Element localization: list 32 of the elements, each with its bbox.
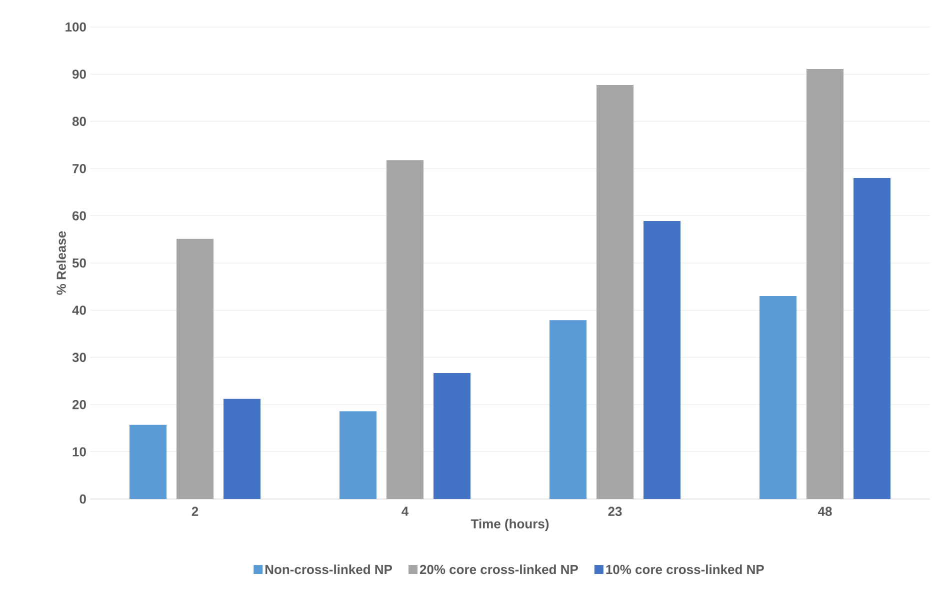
x-tick-label: 48 [818, 506, 832, 516]
y-axis-title: % Release [56, 231, 66, 295]
legend-label: 20% core cross-linked NP [420, 564, 578, 574]
y-tick-label: 30 [72, 352, 86, 362]
bar [130, 424, 166, 499]
bar [434, 372, 471, 499]
legend-label: 10% core cross-linked NP [606, 564, 764, 574]
y-tick-label: 70 [72, 164, 86, 174]
bar [340, 411, 377, 499]
y-tick-label: 40 [72, 306, 86, 315]
y-tick-label: 100 [66, 22, 86, 32]
bar [386, 160, 424, 499]
bar [760, 296, 797, 499]
y-tick-label: 80 [72, 116, 86, 126]
y-tick-label: 50 [72, 258, 86, 268]
x-tick-label: 4 [402, 506, 409, 516]
y-tick-label: 90 [72, 70, 86, 79]
bar [596, 85, 634, 499]
bar [224, 398, 261, 499]
x-tick-label: 23 [608, 506, 622, 516]
y-tick-label: 20 [72, 400, 86, 410]
bar [806, 69, 844, 499]
bar [644, 220, 681, 499]
y-tick-label: 60 [72, 211, 86, 220]
x-axis-title: Time (hours) [470, 518, 549, 532]
bar [854, 178, 891, 499]
x-tick-label: 2 [192, 506, 198, 516]
legend-label: Non-cross-linked NP [265, 564, 392, 574]
y-tick-label: 0 [80, 494, 86, 504]
bar [550, 320, 587, 499]
y-tick-label: 10 [72, 447, 86, 456]
bar [176, 238, 214, 499]
